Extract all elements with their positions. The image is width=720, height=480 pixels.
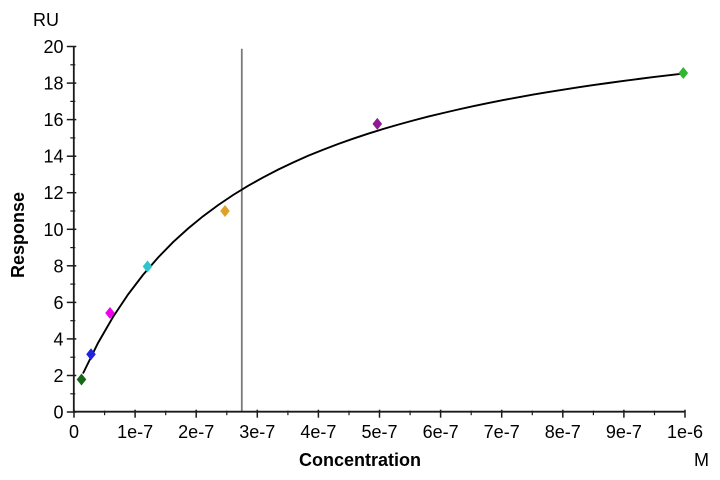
svg-text:6e-7: 6e-7 xyxy=(423,422,459,442)
svg-text:1e-7: 1e-7 xyxy=(117,422,153,442)
svg-text:20: 20 xyxy=(43,37,63,57)
svg-text:5e-7: 5e-7 xyxy=(361,422,397,442)
svg-text:12: 12 xyxy=(43,183,63,203)
svg-text:2e-7: 2e-7 xyxy=(178,422,214,442)
svg-text:18: 18 xyxy=(43,74,63,94)
svg-text:Concentration: Concentration xyxy=(299,450,421,470)
svg-text:0: 0 xyxy=(69,422,79,442)
svg-text:16: 16 xyxy=(43,110,63,130)
svg-text:M: M xyxy=(694,450,709,470)
svg-text:2: 2 xyxy=(53,366,63,386)
svg-text:Response: Response xyxy=(8,192,28,278)
svg-text:1e-6: 1e-6 xyxy=(667,422,703,442)
svg-text:9e-7: 9e-7 xyxy=(606,422,642,442)
svg-text:4e-7: 4e-7 xyxy=(300,422,336,442)
svg-text:3e-7: 3e-7 xyxy=(239,422,275,442)
svg-text:14: 14 xyxy=(43,147,63,167)
svg-text:6: 6 xyxy=(53,293,63,313)
svg-text:10: 10 xyxy=(43,220,63,240)
svg-text:4: 4 xyxy=(53,329,63,349)
svg-text:RU: RU xyxy=(33,10,59,30)
svg-text:0: 0 xyxy=(53,403,63,423)
svg-text:8e-7: 8e-7 xyxy=(545,422,581,442)
svg-text:8: 8 xyxy=(53,256,63,276)
svg-text:7e-7: 7e-7 xyxy=(484,422,520,442)
